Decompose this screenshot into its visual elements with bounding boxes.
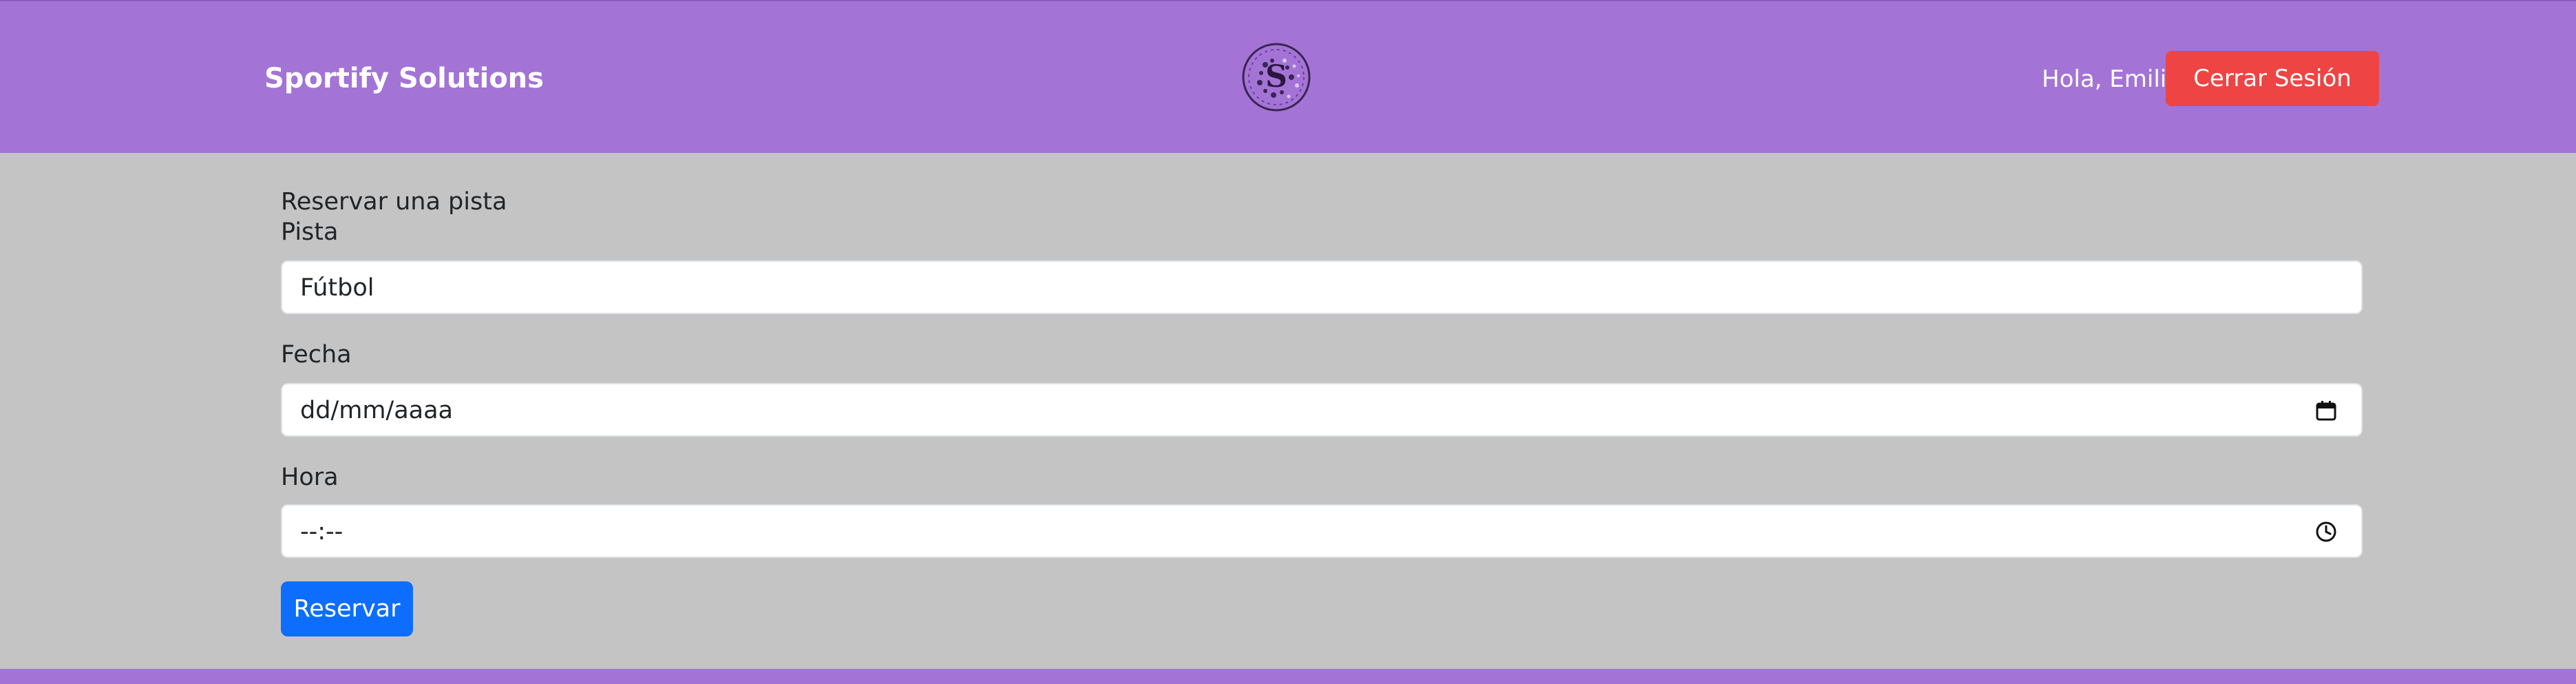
- time-input-value: --:--: [300, 518, 344, 546]
- court-select-value: Fútbol: [300, 274, 374, 302]
- time-label: Hora: [281, 464, 339, 491]
- top-navbar: Sportify Solutions S Hola, Emilio Cerrar…: [0, 0, 2576, 153]
- clock-icon[interactable]: [2314, 520, 2338, 543]
- time-input[interactable]: --:--: [281, 504, 2363, 558]
- date-input[interactable]: dd/mm/aaaa: [281, 383, 2363, 437]
- brand-name[interactable]: Sportify Solutions: [264, 63, 544, 94]
- date-label: Fecha: [281, 341, 352, 369]
- sportify-logo-icon: S: [1239, 40, 1313, 114]
- calendar-icon[interactable]: [2314, 399, 2338, 422]
- footer-bar: [0, 669, 2576, 684]
- user-greeting: Hola, Emilio: [2042, 65, 2182, 93]
- court-select[interactable]: Fútbol: [281, 260, 2363, 314]
- svg-text:S: S: [1265, 59, 1287, 94]
- date-input-value: dd/mm/aaaa: [300, 397, 453, 424]
- booking-form: Reservar una pista Pista Fútbol Fecha dd…: [0, 153, 2576, 669]
- logout-button[interactable]: Cerrar Sesión: [2166, 51, 2379, 106]
- form-title: Reservar una pista: [281, 188, 507, 216]
- reserve-button[interactable]: Reservar: [281, 581, 413, 636]
- court-label: Pista: [281, 218, 339, 246]
